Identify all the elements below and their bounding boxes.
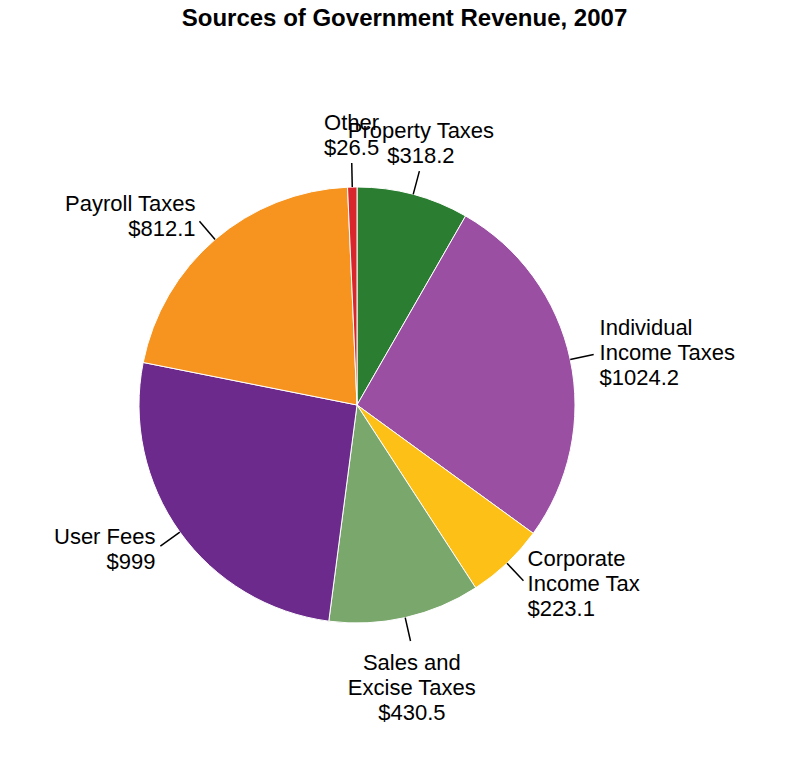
svg-text:IndividualIncome Taxes$1024.2: IndividualIncome Taxes$1024.2 [600, 315, 735, 390]
svg-text:Other$26.5: Other$26.5 [324, 110, 379, 160]
svg-text:CorporateIncome Tax$223.1: CorporateIncome Tax$223.1 [528, 546, 640, 621]
svg-text:Payroll Taxes$812.1: Payroll Taxes$812.1 [65, 191, 195, 241]
svg-text:User Fees$999: User Fees$999 [54, 524, 155, 574]
svg-text:Sales andExcise Taxes$430.5: Sales andExcise Taxes$430.5 [348, 650, 476, 725]
